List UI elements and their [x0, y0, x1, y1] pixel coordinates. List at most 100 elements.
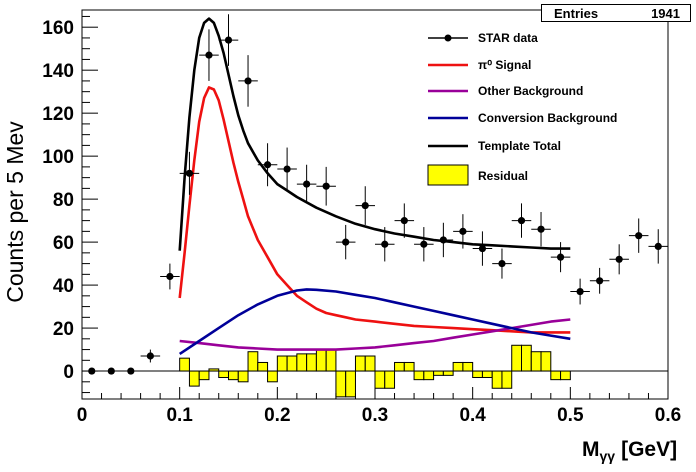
legend-residual-swatch	[427, 164, 469, 186]
data-point-marker	[517, 217, 526, 225]
data-point	[472, 231, 493, 266]
legend-label-residual: Residual	[478, 169, 528, 183]
data-point	[375, 227, 395, 262]
residual-bin	[364, 355, 376, 372]
data-point	[648, 229, 668, 264]
residual-bin	[472, 370, 483, 379]
series-total-curve	[178, 17, 571, 251]
y-tick-label: 140	[42, 61, 74, 82]
x-axis-title-main: M	[582, 438, 600, 461]
residual-bin	[218, 370, 230, 379]
data-point	[531, 212, 551, 247]
y-tick-label: 100	[42, 147, 74, 168]
legend-label-signal: π⁰ Signal	[478, 58, 531, 72]
residual-bin	[335, 370, 347, 398]
y-tick-label: 20	[53, 319, 74, 340]
data-point-marker	[166, 272, 174, 281]
y-tick-label: 160	[42, 18, 74, 39]
data-point-marker	[224, 36, 233, 44]
x-axis-title-subscript: γγ	[600, 448, 616, 464]
data-point	[355, 186, 375, 225]
data-point	[101, 367, 122, 375]
y-tick-label: 0	[63, 362, 74, 383]
data-point-marker	[107, 367, 115, 375]
x-tick-label: 0.5	[557, 405, 584, 426]
data-point	[511, 203, 532, 238]
x-tick-label: 0	[77, 405, 88, 426]
residual-bin	[501, 370, 513, 389]
x-axis-title: Mγγ [GeV]	[582, 438, 677, 464]
series-signal-curve	[178, 86, 571, 334]
residual-bin	[354, 355, 366, 372]
data-point	[296, 164, 317, 204]
series-conv-curve	[178, 288, 571, 355]
data-point	[492, 248, 512, 279]
stats-box: Entries 1941	[541, 4, 691, 22]
residual-histogram	[179, 344, 571, 398]
data-point-marker	[322, 182, 330, 190]
data-point-marker	[342, 238, 350, 246]
data-point-marker	[596, 277, 604, 285]
data-point	[277, 147, 297, 191]
data-point-marker	[654, 242, 662, 251]
residual-bin	[550, 370, 562, 381]
residual-bin	[423, 370, 435, 381]
residual-bin	[403, 361, 415, 372]
residual-bin	[188, 370, 200, 387]
residual-bin	[198, 370, 210, 381]
data-point-marker	[205, 51, 213, 59]
data-point-marker	[381, 240, 389, 248]
residual-bin	[247, 351, 259, 372]
data-point	[316, 166, 336, 206]
y-axis-title: Counts per 5 Mev	[2, 121, 28, 303]
residual-bin	[384, 370, 396, 389]
legend-entry-total: Template Total	[428, 139, 561, 153]
residual-bin	[179, 357, 190, 372]
residual-bin	[530, 351, 542, 372]
y-tick-label: 40	[53, 276, 74, 297]
axes: 0 0.1 0.2 0.3 0.4 0.5 0.6 0 20 40 60 80 100 120 140 160	[42, 15, 681, 426]
residual-bin	[413, 370, 425, 381]
plot-frame	[81, 9, 669, 400]
residual-bin	[560, 370, 571, 381]
data-point-marker	[420, 240, 428, 248]
residual-bin	[511, 344, 523, 372]
x-tick-label: 0.6	[655, 405, 681, 426]
data-point-marker	[263, 161, 272, 169]
residual-bin	[286, 355, 298, 372]
residual-bin	[237, 370, 249, 383]
data-point	[628, 218, 649, 253]
legend-entry-residual: Residual	[427, 164, 528, 186]
residual-bin	[433, 370, 444, 376]
data-point-marker	[439, 236, 447, 244]
legend-label-data: STAR data	[478, 31, 538, 45]
series-other-curve	[179, 318, 571, 351]
residual-bin	[462, 361, 474, 372]
data-point	[218, 14, 239, 66]
data-point-marker	[556, 253, 565, 261]
data-point-marker	[361, 201, 369, 210]
legend-entry-conv: Conversion Background	[428, 111, 617, 125]
data-point	[160, 263, 180, 290]
residual-bin	[442, 370, 454, 376]
data-point	[121, 367, 141, 375]
legend-data-marker	[444, 34, 452, 42]
data-point-marker	[615, 255, 623, 263]
legend: STAR data π⁰ Signal Other Background Con…	[427, 31, 617, 186]
residual-bin	[296, 353, 308, 372]
residual-bin	[228, 370, 239, 381]
residual-bin	[325, 349, 337, 372]
data-point-marker	[635, 232, 643, 240]
data-point-marker	[478, 244, 487, 253]
data-point-marker	[244, 77, 252, 85]
data-point-marker	[498, 260, 506, 268]
residual-bin	[267, 370, 278, 383]
data-point-marker	[127, 367, 135, 375]
residual-bin	[521, 344, 532, 372]
legend-entry-data: STAR data	[428, 31, 538, 45]
data-point	[433, 222, 454, 258]
data-point	[140, 349, 161, 363]
residual-bin	[374, 370, 386, 389]
residual-bin	[345, 370, 356, 398]
